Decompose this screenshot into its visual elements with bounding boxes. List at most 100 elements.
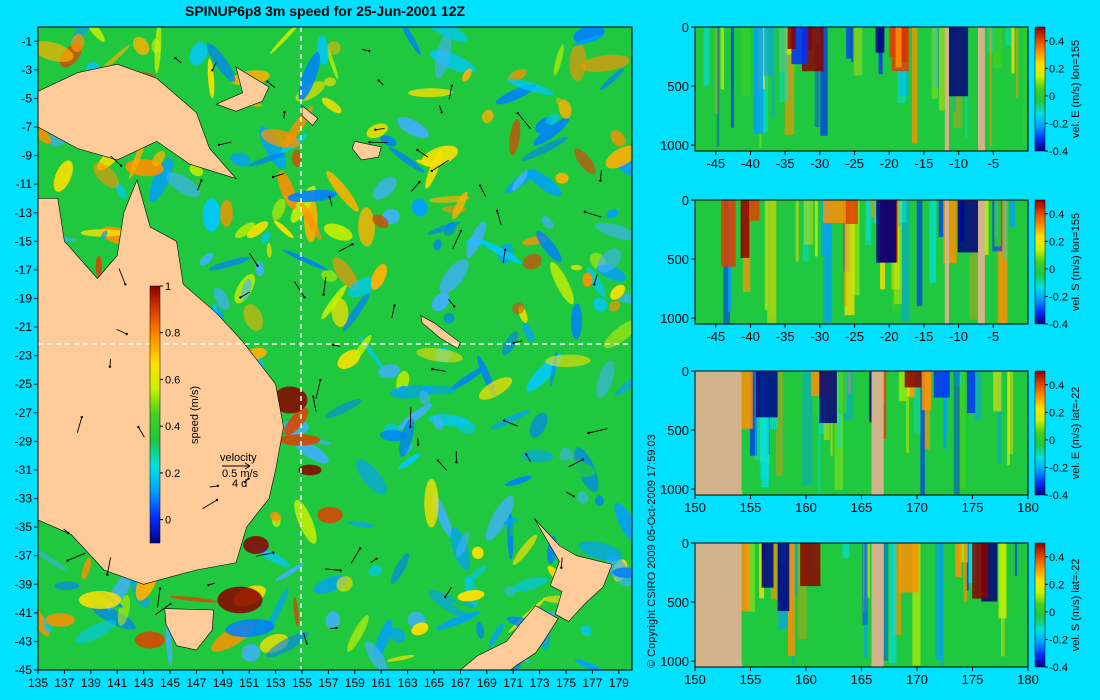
section-streak (994, 200, 1001, 247)
speed-eddy (293, 596, 299, 627)
velocity-vector (267, 81, 276, 89)
velocity-vector (350, 547, 361, 564)
velocity-vector (209, 485, 218, 488)
velocity-vector (338, 243, 353, 252)
velocity-key-days: 4 d (232, 478, 247, 490)
section-streak (864, 543, 867, 658)
section-colorbar-tick-label: 0.2 (1049, 236, 1064, 248)
speed-eddy (408, 88, 453, 98)
map-y-tick-label: -3 (21, 63, 32, 77)
section-streak (749, 371, 758, 456)
section-streak (814, 200, 818, 257)
speed-eddy (475, 444, 491, 468)
velocity-vector-origin (453, 305, 456, 308)
velocity-vector-origin (351, 243, 354, 246)
section-core (777, 543, 790, 612)
speed-eddy (592, 297, 608, 312)
map-y-tick-label: -23 (15, 349, 33, 363)
velocity-vector (502, 249, 506, 264)
velocity-vector-origin (430, 367, 434, 371)
section-core (720, 200, 736, 267)
section-y-tick-label: 1000 (660, 138, 689, 153)
velocity-vector-origin (66, 559, 69, 562)
section-x-tick-label: -10 (949, 329, 968, 344)
map-x-tick-label: 179 (609, 676, 629, 690)
velocity-vector (67, 552, 86, 562)
speed-eddy (606, 209, 619, 219)
speed-eddy (536, 230, 562, 263)
section-streak (865, 200, 872, 245)
speed-eddy (596, 360, 615, 398)
page-title: SPINUP6p8 3m speed for 25-Jun-2001 12Z (185, 3, 466, 19)
speed-eddy (199, 252, 213, 266)
speed-eddy (433, 239, 442, 251)
speed-eddy (54, 581, 80, 591)
speed-eddy (411, 622, 429, 636)
speed-eddy (352, 335, 372, 361)
section-core (972, 543, 989, 599)
velocity-vector (452, 230, 462, 249)
section-colorbar-tick-label: 0 (1049, 435, 1055, 447)
map-y-tick-label: -33 (15, 492, 33, 506)
section-colorbar-label: vel. E (m/s) lat=-22 (1070, 387, 1082, 480)
section-streak (989, 27, 992, 147)
speed-eddy (374, 619, 393, 658)
velocity-vector-origin (106, 573, 109, 576)
speed-eddy (608, 300, 621, 312)
speed-eddy (570, 303, 583, 340)
speed-eddy (75, 620, 116, 644)
speed-eddy (533, 117, 570, 146)
section-y-tick-label: 1000 (660, 654, 689, 669)
map-x-tick-label: 171 (503, 676, 523, 690)
map-y-tick-label: -7 (21, 120, 32, 134)
speed-eddy (432, 415, 444, 431)
section-x-tick-label: -5 (988, 329, 1000, 344)
speed-eddy (439, 259, 469, 294)
section-streak (820, 200, 831, 257)
speed-eddy (241, 278, 252, 300)
speed-eddy (586, 267, 606, 297)
section-x-tick-label: 180 (1017, 672, 1039, 687)
speed-eddy (326, 171, 359, 212)
velocity-key-arrowhead (244, 462, 251, 470)
speed-eddy (241, 643, 261, 662)
speed-eddy (379, 429, 407, 442)
speed-eddy (550, 261, 574, 305)
section-streak (761, 371, 769, 488)
speed-eddy (485, 495, 514, 541)
speed-eddy (347, 276, 378, 298)
section-streak (920, 371, 925, 495)
map-x-axis: 135 137 139 141 143 145 147 149 151 153 155 157 159 1… (28, 670, 629, 690)
velocity-vector (447, 298, 455, 307)
speed-eddy (372, 176, 397, 200)
speed-eddy (398, 453, 421, 470)
section-streak (779, 27, 789, 102)
continental-slope (695, 371, 743, 495)
speed-eddy (291, 149, 302, 168)
section-streak (894, 200, 902, 304)
section-y-tick-label: 500 (667, 595, 689, 610)
section-streak (1007, 371, 1014, 455)
velocity-vector-origin (416, 148, 419, 152)
velocity-vector (432, 368, 446, 372)
section-land (978, 200, 985, 324)
map-y-tick-label: -39 (15, 577, 33, 591)
speed-eddy (327, 41, 341, 55)
section-panel: 150 155 160 165 170 175 180 0 500 1000 0.4 0.2 0 -0.2… (660, 536, 1082, 687)
map-x-tick-label: 177 (582, 676, 602, 690)
velocity-vector (361, 48, 370, 52)
section-streak (842, 543, 850, 559)
speed-eddy (512, 534, 538, 566)
section-colorbar-tick-label: 0.2 (1049, 579, 1064, 591)
section-x-tick-label: -20 (880, 156, 899, 171)
section-x-tick-label: 165 (851, 672, 873, 687)
speed-eddy (572, 34, 605, 47)
section-y-tick-label: 1000 (660, 482, 689, 497)
tasmania-land (164, 608, 214, 651)
section-y-tick-label: 0 (682, 20, 689, 35)
speed-eddy (466, 221, 487, 258)
section-streak (1023, 27, 1028, 145)
speed-eddy (577, 491, 589, 504)
section-x-tick-label: 155 (740, 672, 762, 687)
velocity-vector-origin (374, 128, 377, 131)
